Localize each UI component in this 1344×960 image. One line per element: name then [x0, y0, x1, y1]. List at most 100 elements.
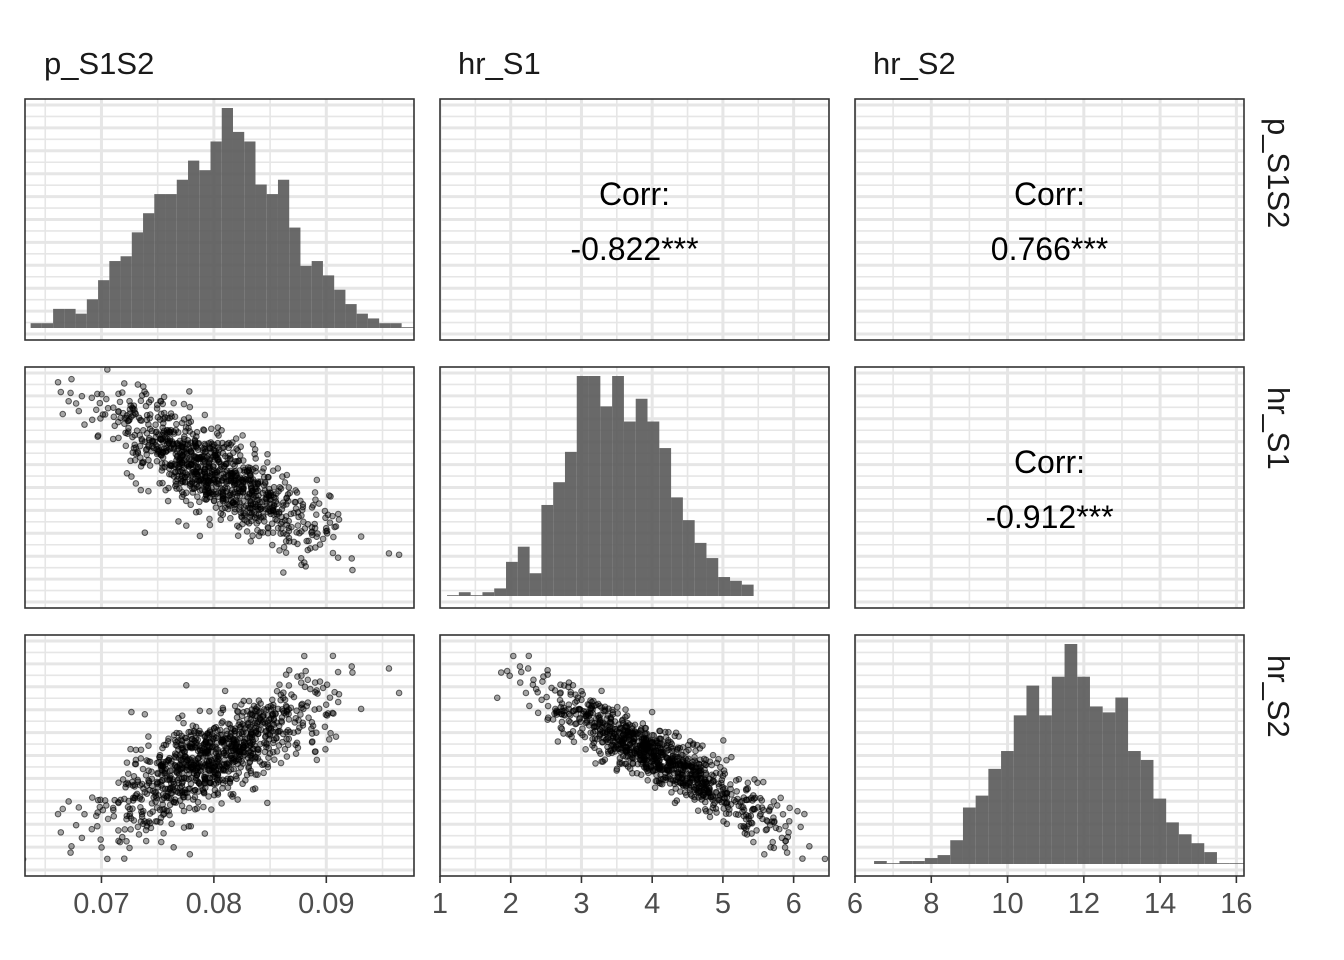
scatter-point	[101, 797, 109, 804]
scatter-point	[122, 442, 130, 450]
scatter-point	[694, 772, 702, 780]
scatter-point	[278, 714, 286, 721]
scatter-point	[154, 447, 162, 454]
scatter-point	[264, 529, 272, 537]
scatter-point	[312, 496, 319, 503]
scatter-point	[557, 724, 565, 731]
scatter-point	[218, 476, 226, 484]
scatter-point	[200, 444, 207, 452]
scatter-point	[221, 687, 229, 695]
scatter-point	[81, 421, 88, 428]
scatter-point	[138, 808, 145, 816]
scatter-point	[166, 786, 174, 793]
scatter-point	[232, 472, 240, 480]
scatter-point	[309, 531, 316, 539]
scatter-point	[238, 730, 246, 738]
scatter-point	[96, 399, 104, 407]
scatter-point	[134, 776, 141, 784]
scatter-point	[120, 855, 128, 862]
scatter-point	[217, 709, 225, 717]
scatter-point	[283, 531, 291, 538]
scatter-point	[170, 399, 177, 407]
histogram-bar	[53, 308, 65, 328]
scatter-point	[260, 769, 267, 777]
scatter-point	[219, 785, 226, 792]
tick-label: 0.08	[186, 888, 242, 920]
scatter-point	[152, 441, 159, 449]
scatter-point	[123, 838, 130, 845]
scatter-point	[181, 774, 188, 782]
scatter-point	[616, 754, 624, 762]
scatter-point	[263, 706, 270, 713]
scatter-point	[749, 805, 757, 813]
scatter-point	[178, 802, 186, 810]
scatter-point	[742, 786, 750, 794]
panel-hr_S1-p_S1S2	[24, 366, 415, 609]
scatter-point	[232, 435, 240, 442]
scatter-point	[268, 520, 276, 527]
histogram-bar	[1051, 676, 1065, 864]
scatter-point	[525, 652, 533, 660]
scatter-point	[266, 500, 274, 507]
scatter-point	[143, 757, 151, 764]
histogram-bar	[165, 194, 177, 328]
scatter-point	[178, 712, 186, 719]
scatter-point	[67, 849, 74, 856]
scatter-point	[300, 652, 308, 660]
scatter-point	[224, 720, 232, 728]
scatter-point	[243, 493, 251, 500]
corr-label: Corr:	[1014, 176, 1085, 212]
scatter-point	[556, 696, 564, 704]
histogram-bar	[924, 858, 938, 864]
scatter-point	[101, 411, 109, 418]
histogram-p_S1S2	[30, 108, 414, 328]
scatter-point	[135, 831, 143, 838]
scatter-point	[194, 798, 202, 806]
scatter-point	[240, 464, 247, 471]
scatter-point	[497, 669, 505, 676]
scatter-point	[132, 760, 140, 768]
scatter-point	[709, 792, 717, 800]
scatter-point	[148, 768, 155, 776]
scatter-point	[97, 796, 104, 804]
histogram-bar	[600, 406, 613, 596]
scatter-point	[257, 505, 265, 513]
scatter-point	[766, 821, 774, 829]
scatter-point	[175, 467, 182, 475]
scatter-point	[248, 711, 256, 719]
scatter-point	[643, 736, 650, 744]
tick-label: 0.09	[298, 888, 354, 920]
scatter-point	[187, 728, 194, 736]
scatter-point	[146, 820, 154, 827]
scatter-point	[297, 554, 305, 562]
scatter-point	[229, 449, 237, 457]
scatter-point	[171, 413, 179, 420]
scatter-point	[294, 673, 301, 680]
scatter-point	[323, 527, 331, 535]
scatter-point	[285, 666, 293, 674]
histogram-bar	[311, 261, 323, 328]
scatter-point	[164, 757, 171, 764]
scatter-point	[593, 735, 601, 743]
scatter-point	[110, 806, 117, 814]
scatter-point	[626, 755, 634, 762]
scatter-point	[315, 500, 323, 507]
scatter-point	[723, 756, 730, 764]
corr-value: -0.912***	[985, 499, 1113, 535]
scatter-point	[212, 451, 219, 459]
scatter-point	[264, 799, 271, 807]
scatter-point	[183, 738, 191, 745]
column-strip-labels: p_S1S2 hr_S1 hr_S2	[44, 46, 956, 81]
scatter-point	[168, 767, 175, 774]
scatter-point	[196, 498, 203, 506]
scatter-point	[118, 833, 126, 841]
scatter-point	[706, 813, 714, 821]
scatter-point	[276, 483, 284, 491]
scatter-point	[532, 685, 540, 693]
scatter-point	[713, 759, 721, 767]
scatter-point	[129, 782, 137, 789]
scatter-point	[175, 518, 182, 525]
scatter-point	[571, 699, 579, 706]
histogram-bar	[886, 863, 900, 864]
scatter-point	[171, 482, 179, 490]
